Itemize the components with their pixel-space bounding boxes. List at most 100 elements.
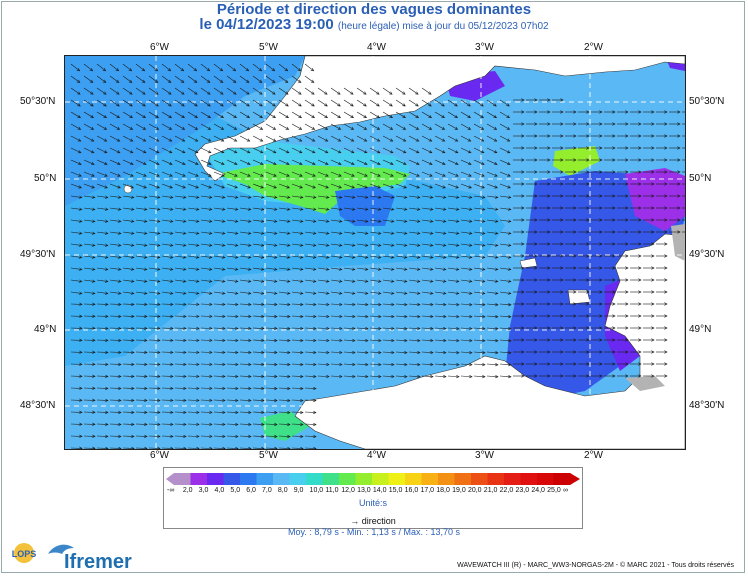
- direction-arrow-head: [274, 374, 278, 379]
- direction-arrow: [330, 375, 342, 377]
- direction-arrow-head: [130, 231, 135, 235]
- direction-arrow-head: [313, 386, 317, 391]
- direction-arrow-head: [456, 338, 460, 343]
- direction-arrow: [109, 63, 119, 72]
- direction-arrow-head: [130, 243, 135, 247]
- direction-arrow-head: [350, 138, 355, 142]
- direction-arrow-head: [222, 350, 226, 355]
- direction-arrow: [291, 231, 303, 234]
- direction-arrow: [447, 315, 459, 318]
- direction-arrow-head: [586, 314, 590, 318]
- direction-arrow-head: [273, 231, 278, 235]
- direction-arrow: [395, 147, 407, 154]
- direction-arrow-head: [507, 207, 512, 211]
- direction-arrow: [200, 159, 212, 165]
- color-swatch: [471, 473, 488, 485]
- direction-arrow-head: [364, 161, 368, 165]
- direction-arrow: [265, 291, 277, 294]
- direction-arrow: [135, 147, 147, 154]
- direction-arrow-head: [468, 207, 473, 211]
- direction-arrow: [200, 399, 213, 401]
- direction-arrow: [473, 255, 485, 258]
- direction-arrow: [369, 255, 381, 258]
- graticule: [65, 56, 685, 449]
- direction-arrow-head: [625, 302, 629, 306]
- direction-arrow-head: [521, 182, 525, 186]
- direction-arrow-head: [638, 350, 642, 354]
- direction-arrow: [161, 75, 172, 83]
- direction-arrow: [369, 303, 381, 305]
- direction-arrow-head: [91, 267, 96, 271]
- direction-arrow: [252, 279, 264, 282]
- direction-arrow-head: [612, 110, 616, 114]
- direction-arrow-head: [182, 231, 187, 235]
- direction-arrow-head: [313, 362, 317, 367]
- direction-arrow-head: [390, 207, 395, 211]
- direction-arrow-head: [664, 350, 668, 354]
- direction-arrow-head: [170, 446, 174, 449]
- direction-arrow-head: [365, 350, 369, 355]
- direction-arrow-head: [612, 290, 616, 294]
- direction-arrow-head: [92, 350, 96, 354]
- direction-arrow-head: [337, 103, 341, 107]
- lat-label-right-50: 50°N: [689, 173, 712, 184]
- direction-arrow-head: [441, 114, 445, 119]
- direction-arrow: [265, 243, 277, 246]
- direction-arrow-head: [196, 374, 200, 379]
- direction-arrow-head: [300, 374, 304, 379]
- direction-arrow-head: [468, 231, 473, 235]
- direction-arrow-head: [493, 103, 497, 107]
- direction-arrow-head: [287, 326, 291, 331]
- direction-arrow-head: [547, 134, 551, 138]
- direction-arrow-head: [415, 91, 419, 95]
- direction-arrow-head: [599, 194, 603, 198]
- direction-arrow-head: [208, 173, 212, 177]
- sea-green-patch-east: [553, 146, 600, 176]
- direction-arrow-head: [625, 290, 629, 294]
- direction-arrow-head: [325, 243, 330, 247]
- sea-green-patch-southwest: [260, 411, 310, 441]
- direction-arrow: [122, 111, 133, 118]
- direction-arrow-head: [521, 350, 525, 354]
- direction-arrow: [369, 147, 381, 154]
- direction-arrow-head: [92, 362, 96, 366]
- direction-arrow: [252, 399, 265, 401]
- direction-arrow: [460, 171, 472, 177]
- direction-arrow: [460, 363, 472, 366]
- stat-max: Max. : 13,70 s: [403, 527, 460, 537]
- direction-arrow-head: [390, 219, 395, 223]
- direction-arrow: [473, 231, 485, 234]
- direction-arrow: [174, 279, 186, 282]
- legend-tick-label: 16,0: [404, 487, 419, 494]
- direction-arrow: [187, 63, 197, 72]
- direction-arrow-head: [169, 219, 174, 223]
- direction-arrow-head: [455, 291, 460, 295]
- direction-arrow-head: [130, 173, 134, 177]
- direction-arrow-head: [416, 231, 421, 235]
- direction-arrow: [447, 135, 458, 142]
- direction-arrow-head: [170, 362, 174, 366]
- direction-arrow: [382, 159, 394, 165]
- direction-arrow-head: [183, 434, 187, 439]
- direction-arrow-head: [92, 374, 96, 378]
- direction-arrow: [239, 99, 250, 107]
- direction-arrow: [356, 159, 368, 165]
- direction-arrow-head: [274, 398, 278, 403]
- direction-arrow-head: [534, 146, 538, 150]
- direction-arrow-head: [246, 138, 251, 142]
- direction-arrow-head: [586, 206, 590, 210]
- direction-arrow: [304, 99, 315, 107]
- direction-arrow-head: [221, 243, 226, 247]
- direction-arrow-head: [287, 386, 291, 391]
- direction-arrow-head: [143, 279, 148, 283]
- direction-arrow-head: [573, 110, 577, 114]
- direction-arrow-head: [651, 254, 655, 258]
- direction-arrow-head: [128, 67, 133, 72]
- direction-arrow: [187, 243, 199, 246]
- legend-tick-label: 9,0: [293, 487, 304, 494]
- direction-arrow-head: [156, 279, 161, 283]
- direction-arrow: [252, 99, 263, 107]
- direction-arrow-head: [104, 219, 109, 223]
- direction-arrow: [135, 111, 146, 118]
- direction-arrow-head: [482, 362, 486, 367]
